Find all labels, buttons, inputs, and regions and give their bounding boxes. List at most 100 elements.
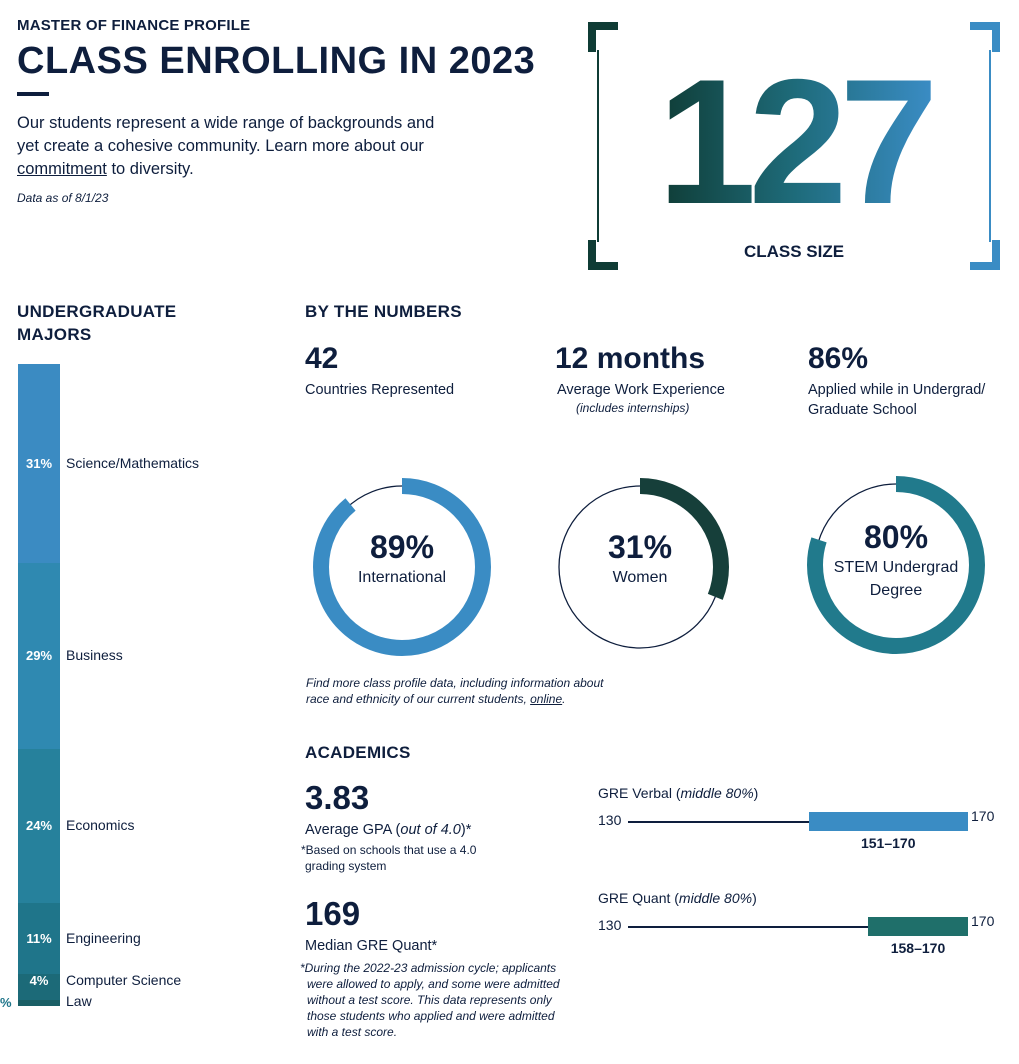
donut-text: 89% International: [322, 529, 482, 589]
gre-median-block: 169 Median GRE Quant* *During the 2022-2…: [300, 895, 590, 1040]
gre-title-italic: middle 80%: [678, 890, 753, 906]
donut-chart: [551, 478, 729, 656]
donut-arc: [807, 476, 985, 654]
gre-scale-line: [628, 926, 968, 928]
gre-median-label: Median GRE Quant*: [305, 938, 438, 954]
major-segment: [18, 1000, 60, 1006]
major-label: Economics: [66, 817, 135, 833]
gre-scale-max: 170: [971, 913, 995, 929]
gre-scale-min: 130: [598, 917, 622, 933]
intro-text: Our students represent a wide range of b…: [17, 112, 457, 181]
gre-note-line-2: were allowed to apply, and some were adm…: [307, 977, 560, 991]
gre-scale-max: 170: [971, 808, 995, 824]
donut-chart: [807, 476, 985, 654]
class-size-number-graphic: 127: [658, 55, 940, 215]
by-numbers-heading: BY THE NUMBERS: [305, 302, 462, 321]
gre-title: GRE Quant (middle 80%): [598, 890, 757, 906]
donut-value: 89%: [369, 529, 435, 565]
online-link[interactable]: online: [530, 692, 563, 706]
gre-median-value: 169: [305, 895, 361, 932]
title-underline: [17, 92, 49, 96]
footnote-line1: Find more class profile data, including …: [306, 676, 604, 690]
gpa-label-before: Average GPA (: [305, 822, 401, 838]
gre-range-label: 151–170: [860, 835, 916, 851]
majors-heading-line2: MAJORS: [17, 325, 92, 344]
gpa-note-2: grading system: [305, 859, 387, 873]
stat-applied: 86% Applied while in Undergrad/ Graduate…: [808, 342, 985, 420]
class-profile-footnote: Find more class profile data, including …: [306, 675, 666, 707]
stat-countries-label: Countries Represented: [305, 382, 455, 398]
gre-note-line-4: those students who applied and were admi…: [307, 1009, 555, 1023]
donut-text: 31% Women: [560, 529, 720, 589]
gre-median-note: *During the 2022-23 admission cycle; app…: [300, 960, 590, 1040]
donut-arc: [313, 478, 491, 656]
major-segment: [18, 974, 60, 1000]
gre-note-line-3: without a test score. This data represen…: [307, 993, 552, 1007]
commitment-link[interactable]: commitment: [17, 160, 107, 178]
gpa-value: 3.83: [305, 779, 370, 816]
gre-title-before: GRE Verbal (: [598, 785, 681, 801]
donut-chart: [313, 478, 491, 656]
majors-heading-line1: UNDERGRADUATE: [17, 302, 177, 321]
majors-heading: UNDERGRADUATE MAJORS: [17, 300, 176, 346]
major-segment: [18, 563, 60, 749]
gre-title: GRE Verbal (middle 80%): [598, 785, 758, 801]
stat-work-experience: 12 months Average Work Experience (inclu…: [555, 342, 725, 415]
gpa-label-italic: out of 4.0: [400, 822, 461, 838]
gre-range-label: 158–170: [890, 940, 946, 956]
major-segment: [18, 364, 60, 563]
footnote-line2: race and ethnicity of our current studen…: [306, 692, 531, 706]
intro-text-before: Our students represent a wide range of b…: [17, 114, 435, 155]
major-label: Science/Mathematics: [66, 454, 200, 471]
gre-title-after: ): [752, 890, 757, 906]
intro-text-after: to diversity.: [106, 160, 194, 178]
gre-note-line-5: with a test score.: [307, 1025, 398, 1039]
major-percent: %: [0, 995, 12, 1010]
stat-applied-label-2: Graduate School: [808, 402, 917, 418]
gre-note-line-1: *During the 2022-23 admission cycle; app…: [300, 961, 557, 975]
footnote-period: .: [562, 692, 566, 706]
donut-text: 80% STEM Undergrad Degree: [816, 519, 976, 602]
class-size-brackets: [588, 22, 1000, 270]
major-percent: 29%: [25, 648, 53, 663]
stat-work-value: 12 months: [555, 342, 706, 375]
donut-value: 31%: [607, 529, 673, 565]
academics-heading: ACADEMICS: [305, 743, 411, 762]
gre-title-italic: middle 80%: [680, 785, 754, 801]
class-size-label: CLASS SIZE: [743, 242, 845, 261]
donut-label: Women: [612, 569, 668, 586]
major-label: Law: [66, 993, 92, 1009]
major-percent: 31%: [25, 455, 53, 471]
gpa-label: Average GPA (out of 4.0)*: [305, 820, 476, 840]
class-size-value: 127: [658, 55, 932, 215]
stat-countries-value: 42: [305, 342, 339, 375]
donut-value: 80%: [863, 519, 929, 555]
stat-work-label: Average Work Experience: [557, 382, 725, 398]
major-percent: 4%: [29, 973, 49, 988]
major-label: Computer Science: [66, 972, 182, 988]
donut-label-2: Degree: [869, 582, 923, 599]
major-segment: [18, 903, 60, 974]
gre-title-after: ): [753, 785, 759, 801]
gre-range-bar: [868, 917, 968, 936]
stat-work-note: (includes internships): [576, 401, 690, 415]
gre-range-bar: [808, 812, 968, 831]
donut-arc: [551, 478, 729, 656]
major-label: Business: [66, 647, 123, 663]
major-label: Engineering: [66, 929, 141, 946]
donut-label: International: [357, 569, 447, 586]
gpa-label-after: )*: [460, 822, 472, 838]
donut-label: STEM Undergrad: [833, 559, 959, 576]
stat-applied-label-1: Applied while in Undergrad/: [808, 382, 986, 398]
gre-scale-line: [628, 821, 968, 823]
eyebrow: MASTER OF FINANCE PROFILE: [17, 17, 251, 34]
gpa-note-1: *Based on schools that use a 4.0: [301, 843, 477, 857]
gre-title-before: GRE Quant (: [598, 890, 679, 906]
major-percent: 24%: [25, 818, 53, 833]
major-segment: [18, 749, 60, 903]
data-as-of: Data as of 8/1/23: [17, 191, 109, 205]
gre-scale-min: 130: [598, 812, 622, 828]
stat-applied-value: 86%: [808, 342, 869, 375]
major-percent: 11%: [26, 930, 52, 946]
page-title: CLASS ENROLLING IN 2023: [17, 40, 536, 82]
